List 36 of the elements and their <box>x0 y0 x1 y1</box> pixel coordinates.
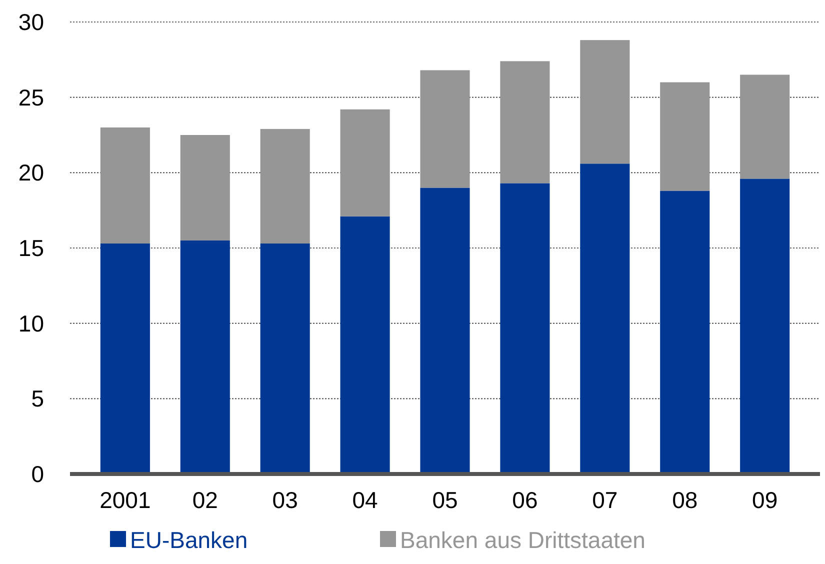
x-tick-label: 05 <box>432 487 458 513</box>
x-tick-label: 04 <box>352 487 378 513</box>
bar <box>660 82 710 191</box>
legend-label: EU-Banken <box>130 527 248 553</box>
bar <box>660 190 710 474</box>
bar <box>580 40 630 164</box>
bar <box>740 178 790 474</box>
x-tick-label: 06 <box>512 487 538 513</box>
bar <box>100 127 150 244</box>
bar <box>180 135 230 240</box>
bar <box>420 70 470 188</box>
y-tick-label: 30 <box>18 9 44 36</box>
bar <box>260 128 310 244</box>
y-tick-label: 5 <box>31 386 44 412</box>
x-tick-label: 03 <box>272 487 298 513</box>
bar <box>420 188 470 474</box>
bar <box>180 240 230 474</box>
bar <box>500 61 550 184</box>
y-tick-label: 0 <box>31 461 44 488</box>
x-tick-label: 07 <box>592 487 618 513</box>
x-tick-label: 08 <box>672 487 698 513</box>
x-tick-label: 02 <box>192 487 218 513</box>
bar <box>260 243 310 474</box>
y-tick-label: 20 <box>18 160 44 186</box>
x-tick-label: 09 <box>752 487 778 513</box>
bar <box>580 164 630 474</box>
bar <box>100 243 150 474</box>
y-tick-label: 25 <box>18 84 44 110</box>
y-tick-label: 15 <box>18 235 44 262</box>
bar <box>340 109 390 216</box>
x-tick-label: 2001 <box>100 487 151 513</box>
bar <box>500 183 550 474</box>
bar <box>340 216 390 474</box>
y-tick-label: 10 <box>18 310 44 336</box>
bar <box>740 74 790 179</box>
legend-label: Banken aus Drittstaaten <box>400 527 646 553</box>
